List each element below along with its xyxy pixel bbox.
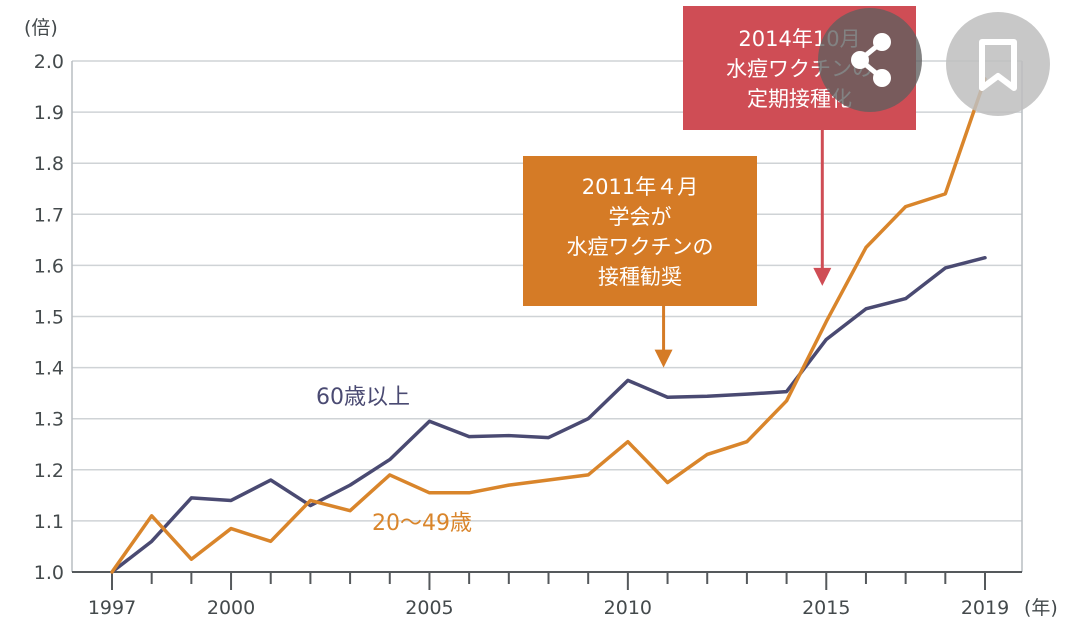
axes: 1.0 1.1 1.2 1.3 1.4 1.5 1.6 1.7 1.8 1.9 2.0 1997 200… <box>34 51 1022 619</box>
annotation-text-line: 水痘ワクチンの <box>567 235 714 259</box>
share-icon <box>851 33 891 87</box>
y-tick-label: 1.1 <box>34 511 64 533</box>
y-tick-label: 1.5 <box>34 307 64 329</box>
series-label-20-49: 20～49歳 <box>372 511 472 536</box>
y-tick-label: 1.7 <box>34 204 64 226</box>
y-tick-label: 1.3 <box>34 409 64 431</box>
x-tick-label: 2000 <box>207 597 255 619</box>
y-tick-label: 1.9 <box>34 102 64 124</box>
x-tick-label: 2010 <box>604 597 652 619</box>
annotation-text-line: 接種勧奨 <box>598 265 682 289</box>
annotation-arrow-head <box>813 267 832 286</box>
y-tick-label: 1.8 <box>34 153 64 175</box>
y-tick-label: 1.6 <box>34 255 64 277</box>
share-button[interactable] <box>818 8 922 112</box>
bookmark-icon <box>979 39 1017 91</box>
y-axis-unit: (倍) <box>24 17 58 39</box>
x-tick-label: 1997 <box>88 597 136 619</box>
x-axis-unit: (年) <box>1024 597 1058 619</box>
annotation-arrow-head <box>654 349 673 368</box>
y-tick-label: 1.4 <box>34 358 64 380</box>
grid <box>71 60 1023 573</box>
series-line-1 <box>110 77 987 574</box>
bookmark-button[interactable] <box>946 12 1050 116</box>
series-line-0 <box>110 255 987 574</box>
series-label-60-plus: 60歳以上 <box>316 385 410 410</box>
y-tick-label: 2.0 <box>34 51 64 73</box>
annotation-text-line: 学会が <box>609 205 672 229</box>
y-tick-label: 1.2 <box>34 460 64 482</box>
y-tick-label: 1.0 <box>34 562 64 584</box>
x-tick-label: 2019 <box>961 597 1009 619</box>
annotation-text-line: 2011年４月 <box>582 175 698 199</box>
annotation-box <box>523 156 757 306</box>
x-tick-label: 2015 <box>802 597 850 619</box>
series-lines <box>110 77 987 574</box>
x-tick-label: 2005 <box>405 597 453 619</box>
